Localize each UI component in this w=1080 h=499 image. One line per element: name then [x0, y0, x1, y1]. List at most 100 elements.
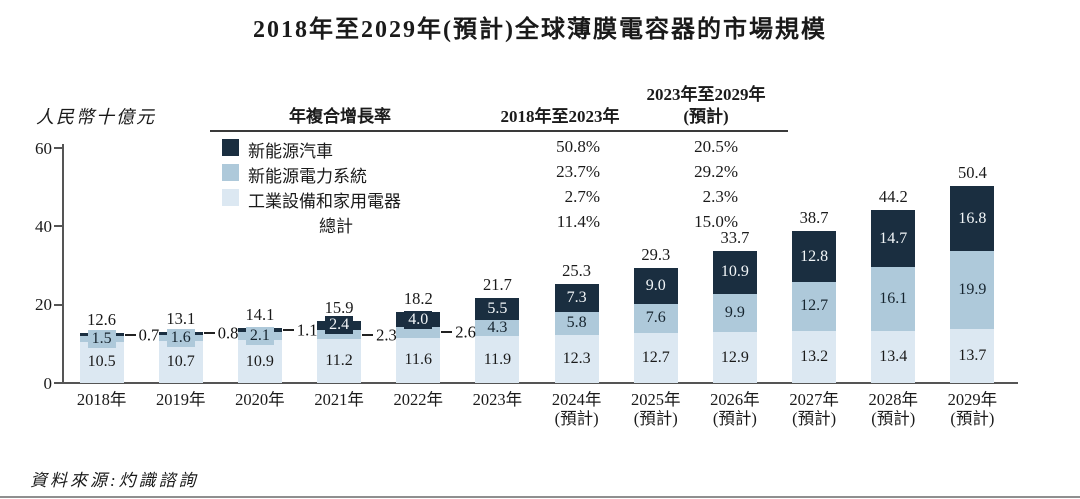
total-value-label: 33.7: [720, 228, 750, 248]
segment-value-label: 1.6: [166, 328, 195, 347]
total-value-label: 44.2: [878, 186, 908, 206]
bar-segment-新能源電力系統: [396, 327, 441, 338]
segment-value-label: 13.4: [879, 347, 908, 365]
x-axis-tick-label: 2019年: [156, 390, 206, 409]
bar-segment-工業設備和家用電器: [317, 339, 362, 383]
y-axis-line: [62, 144, 64, 383]
x-axis-forecast-note: (預計): [554, 409, 599, 428]
segment-value-label: 5.8: [566, 314, 587, 332]
segment-value-label: 11.6: [404, 351, 432, 369]
cagr-header-period2-line1: 2023年至2029年: [646, 85, 766, 104]
x-axis-tick-label: 2024年 (預計): [552, 390, 602, 428]
segment-value-label: 10.9: [720, 263, 749, 281]
cagr-table: 年複合增長率 2018年至2023年 2023年至2029年 (預計) 新能源汽…: [210, 80, 792, 238]
segment-value-label: 7.3: [566, 288, 587, 306]
segment-value-label: 1.5: [87, 329, 116, 348]
x-axis-year: 2024年: [551, 390, 602, 409]
cagr-row-label: 新能源電力系統: [248, 167, 367, 186]
cagr-row-label: 工業設備和家用電器: [248, 192, 401, 211]
chart-title: 2018年至2029年(預計)全球薄膜電容器的市場規模: [253, 17, 827, 43]
x-axis-forecast-note: (預計): [871, 409, 916, 428]
bar-segment-新能源電力系統: [633, 303, 678, 334]
bar-segment-工業設備和家用電器: [633, 333, 678, 383]
total-value-label: 38.7: [799, 208, 829, 228]
source-note: 資料來源:灼識諮詢: [30, 471, 199, 490]
total-value-label: 29.3: [641, 245, 671, 265]
y-axis-tick-label: 0: [43, 373, 53, 393]
cagr-value-period1: 2.7%: [564, 187, 600, 206]
total-value-label: 13.1: [166, 308, 196, 328]
bar-segment-工業設備和家用電器: [158, 341, 203, 383]
x-axis-tick-label: 2023年: [473, 390, 523, 409]
x-axis-tick-label: 2029年 (預計): [948, 390, 998, 428]
cagr-row: 新能源汽車 50.8% 20.5%: [210, 136, 792, 161]
bar-segment-新能源電力系統: [792, 281, 837, 332]
segment-value-label: 12.7: [641, 349, 670, 367]
x-axis-year: 2018年: [76, 390, 127, 409]
cagr-row: 新能源電力系統 23.7% 29.2%: [210, 161, 792, 186]
legend-swatch: [222, 139, 239, 156]
segment-value-label-outside: 2.6: [455, 322, 476, 342]
bar-segment-工業設備和家用電器: [950, 329, 995, 383]
total-value-label: 18.2: [403, 288, 433, 308]
segment-value-label: 12.9: [720, 348, 749, 366]
cagr-row: 工業設備和家用電器 2.7% 2.3%: [210, 186, 792, 211]
bar-segment-新能源汽車: [792, 231, 837, 282]
y-axis-tick-mark: [54, 303, 62, 306]
x-axis-tick-label: 2027年 (預計): [789, 390, 839, 428]
cagr-value-period2: 20.5%: [694, 137, 738, 156]
segment-value-label: 9.9: [724, 304, 745, 322]
x-axis-tick-label: 2028年 (預計): [869, 390, 919, 428]
segment-value-label-outside: 0.8: [217, 323, 239, 343]
x-axis-year: 2021年: [314, 390, 364, 409]
bottom-divider: [0, 496, 1080, 498]
bar-segment-工業設備和家用電器: [396, 337, 441, 383]
cagr-value-period1: 11.4%: [556, 212, 600, 231]
segment-value-label: 5.5: [487, 299, 508, 317]
x-axis-year: 2022年: [393, 390, 444, 409]
bar-segment-新能源電力系統: [871, 267, 916, 331]
cagr-header-divider: [210, 130, 788, 132]
cagr-header-period2-line2: (預計): [683, 107, 729, 126]
segment-value-label: 4.0: [404, 310, 433, 329]
segment-value-label: 12.7: [800, 297, 829, 315]
bar-segment-新能源電力系統: [475, 319, 520, 337]
y-axis-tick-label: 60: [35, 138, 52, 158]
bar-segment-新能源汽車: [633, 268, 678, 304]
bar-segment-新能源電力系統: [712, 293, 757, 333]
label-connector-line: [282, 328, 294, 331]
bar-segment-工業設備和家用電器: [554, 334, 599, 383]
x-axis-year: 2029年: [947, 390, 998, 409]
y-axis-tick-mark: [54, 382, 62, 384]
x-axis-line: [62, 382, 1018, 384]
segment-value-label: 13.2: [800, 348, 829, 366]
segment-value-label: 4.3: [487, 318, 508, 336]
x-axis-forecast-note: (預計): [633, 409, 678, 428]
legend-swatch: [222, 164, 239, 181]
bar-segment-工業設備和家用電器: [792, 331, 837, 383]
bar-segment-新能源電力系統: [554, 312, 599, 335]
cagr-value-period2: 29.2%: [694, 162, 738, 181]
label-connector-line: [441, 331, 453, 334]
x-axis-tick-label: 2026年 (預計): [710, 390, 760, 428]
x-axis-year: 2026年: [710, 390, 760, 409]
total-value-label: 12.6: [87, 310, 117, 330]
segment-value-label-outside: 0.7: [138, 325, 160, 345]
y-axis-tick-mark: [54, 225, 62, 228]
x-axis-tick-label: 2018年: [77, 390, 127, 409]
cagr-value-period2: 15.0%: [694, 212, 738, 231]
segment-value-label: 13.7: [958, 347, 987, 365]
x-axis-forecast-note: (預計): [950, 409, 995, 428]
x-axis-year: 2020年: [235, 390, 285, 409]
y-axis-label: 人民幣十億元: [36, 107, 156, 127]
segment-value-label: 16.1: [879, 290, 908, 307]
cagr-header-metric: 年複合增長率: [289, 107, 391, 126]
total-value-label: 14.1: [245, 304, 275, 324]
y-axis-tick-label: 20: [35, 295, 52, 315]
bar-segment-新能源汽車: [554, 283, 599, 313]
x-axis-tick-label: 2021年: [314, 390, 364, 409]
total-value-label: 50.4: [957, 162, 987, 182]
bar-segment-工業設備和家用電器: [871, 330, 916, 383]
x-axis-tick-label: 2025年 (預計): [631, 390, 681, 428]
